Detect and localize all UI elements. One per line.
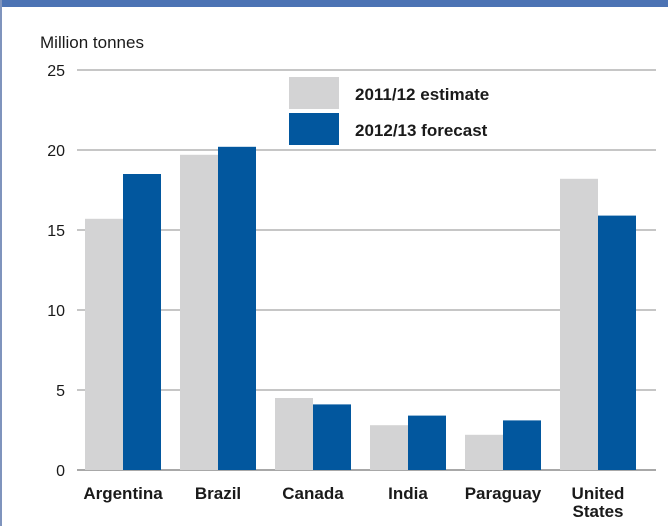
legend-label: 2012/13 forecast — [355, 121, 488, 140]
bar-estimate — [85, 218, 123, 470]
bar-estimate — [465, 434, 503, 470]
y-tick-label: 20 — [47, 143, 65, 160]
y-tick-label: 5 — [56, 383, 65, 400]
x-tick-label: India — [388, 484, 428, 503]
legend-swatch — [289, 77, 339, 109]
x-tick-label: Argentina — [83, 484, 163, 503]
bar-forecast — [408, 415, 446, 470]
y-tick-label: 25 — [47, 63, 65, 80]
x-tick-label: Brazil — [195, 484, 241, 503]
x-tick-label: Canada — [282, 484, 344, 503]
bar-forecast — [598, 215, 636, 470]
legend-swatch — [289, 113, 339, 145]
bar-forecast — [503, 420, 541, 470]
header-bar — [2, 0, 668, 7]
bar-forecast — [218, 146, 256, 471]
bar-estimate — [560, 178, 598, 471]
legend-label: 2011/12 estimate — [355, 85, 489, 104]
bar-forecast — [313, 404, 351, 470]
y-tick-label: 15 — [47, 223, 65, 240]
y-tick-label: 0 — [56, 463, 65, 480]
y-tick-label: 10 — [47, 303, 65, 320]
bar-forecast — [123, 174, 161, 470]
x-tick-label: Paraguay — [465, 484, 542, 503]
x-tick-label: States — [572, 502, 623, 521]
bar-estimate — [180, 154, 218, 471]
x-tick-label: United — [572, 484, 625, 503]
bar-estimate — [370, 425, 408, 470]
bar-estimate — [275, 398, 313, 470]
y-axis-unit-label: Million tonnes — [40, 33, 144, 52]
